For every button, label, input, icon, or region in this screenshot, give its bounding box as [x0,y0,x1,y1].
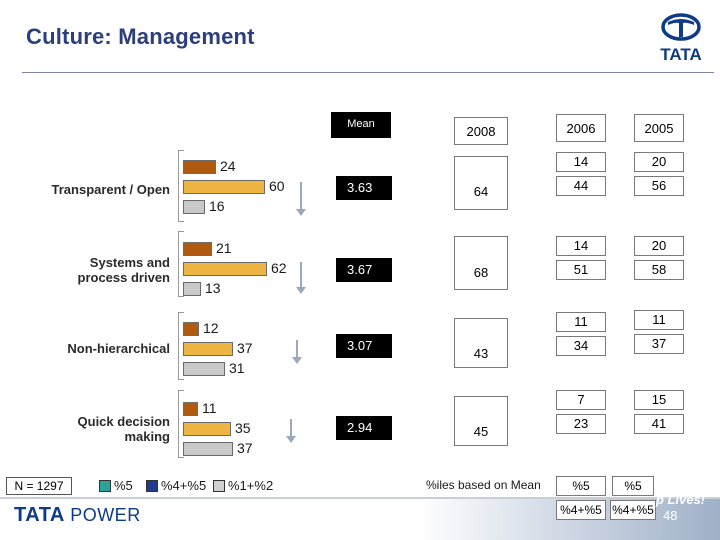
bar-value-label: 37 [237,340,253,356]
legend-label-s12: %1+%2 [228,478,274,493]
page-number: 48 [663,508,678,523]
cell-2008: 45 [454,418,508,446]
down-arrow-icon [286,419,296,443]
footer-tagline: p Lives! [656,492,706,507]
cell-2006: 23 [556,414,606,434]
bar-value-label: 21 [216,240,232,256]
bar-value-label: 11 [202,400,217,416]
bar-value-label: 13 [205,280,221,296]
down-arrow-icon [292,340,302,364]
category-label-1: Transparent / Open [51,182,170,197]
header-2005: 2005 [634,114,684,142]
bar-value-label: 60 [269,178,285,194]
footnote: %iles based on Mean [426,478,541,492]
cell-2005: 37 [634,334,684,354]
footer-divider [0,497,720,499]
bar-s12 [183,282,201,296]
mean-value: 3.67 [336,258,392,282]
category-label-3: Non-hierarchical [67,341,170,356]
cell-2008: 43 [454,340,508,368]
down-arrow-icon [296,182,306,216]
bar-s12 [183,362,225,376]
header-2006: 2006 [556,114,606,142]
tata-logo-icon: TATA [660,13,702,64]
cell-2006: 14 [556,152,606,172]
mean-value: 3.07 [336,334,392,358]
bar-s5 [183,160,216,174]
bar-value-label: 31 [229,360,245,376]
cell-2005: 20 [634,236,684,256]
cell-2006: 11 [556,312,606,332]
group-bracket [178,312,184,380]
group-bracket [178,150,184,222]
cell-2006: 34 [556,336,606,356]
footer-brand-tata: TATA [14,504,65,526]
logo-text: TATA [660,45,702,64]
cell-2008: 68 [454,258,508,290]
cell-2005: 15 [634,390,684,410]
cell-2005: 58 [634,260,684,280]
bar-s12 [183,200,205,214]
bar-value-label: 37 [237,440,253,456]
cell-2006: 7 [556,390,606,410]
sample-size-label: N = 1297 [6,477,72,495]
bar-value-label: 35 [235,420,251,436]
footer-brand: TATA POWER [14,504,141,527]
cell-2006: 51 [556,260,606,280]
bar-value-label: 62 [271,260,287,276]
cell-2005: 56 [634,176,684,196]
legend-label-s5: %5 [114,478,133,493]
cell-2008: 64 [454,176,508,210]
bar-s45 [183,422,231,436]
legend-swatch-s5 [99,480,111,492]
foot-cell: %4+%5 [610,500,656,520]
category-label-4: Quick decision making [77,414,170,444]
cell-2005: 20 [634,152,684,172]
title-divider [22,72,714,73]
mean-value: 2.94 [336,416,392,440]
footer-brand-power: POWER [70,505,141,525]
bar-s5 [183,242,212,256]
bar-s45 [183,180,265,194]
down-arrow-icon [296,262,306,294]
group-bracket [178,231,184,297]
bar-value-label: 12 [203,320,219,336]
cell-2006: 44 [556,176,606,196]
tata-logo: TATA [648,8,714,64]
mean-header: Mean [331,112,391,138]
mean-value: 3.63 [336,176,392,200]
group-bracket [178,390,184,458]
bar-s5 [183,322,199,336]
bar-s45 [183,342,233,356]
slide-title: Culture: Management [26,24,255,49]
cell-2005: 41 [634,414,684,434]
bar-s45 [183,262,267,276]
legend-swatch-s45 [146,480,158,492]
legend-label-s45: %4+%5 [161,478,207,493]
bar-value-label: 16 [209,198,225,214]
bar-s12 [183,442,233,456]
cell-2006: 14 [556,236,606,256]
cell-2005: 11 [634,310,684,330]
legend-swatch-s12 [213,480,225,492]
header-2008: 2008 [454,117,508,145]
category-label-2: Systems and process driven [77,255,171,285]
bar-value-label: 24 [220,158,236,174]
foot-cell: %4+%5 [556,500,606,520]
foot-cell: %5 [556,476,606,496]
bar-s5 [183,402,198,416]
foot-cell: %5 [612,476,654,496]
